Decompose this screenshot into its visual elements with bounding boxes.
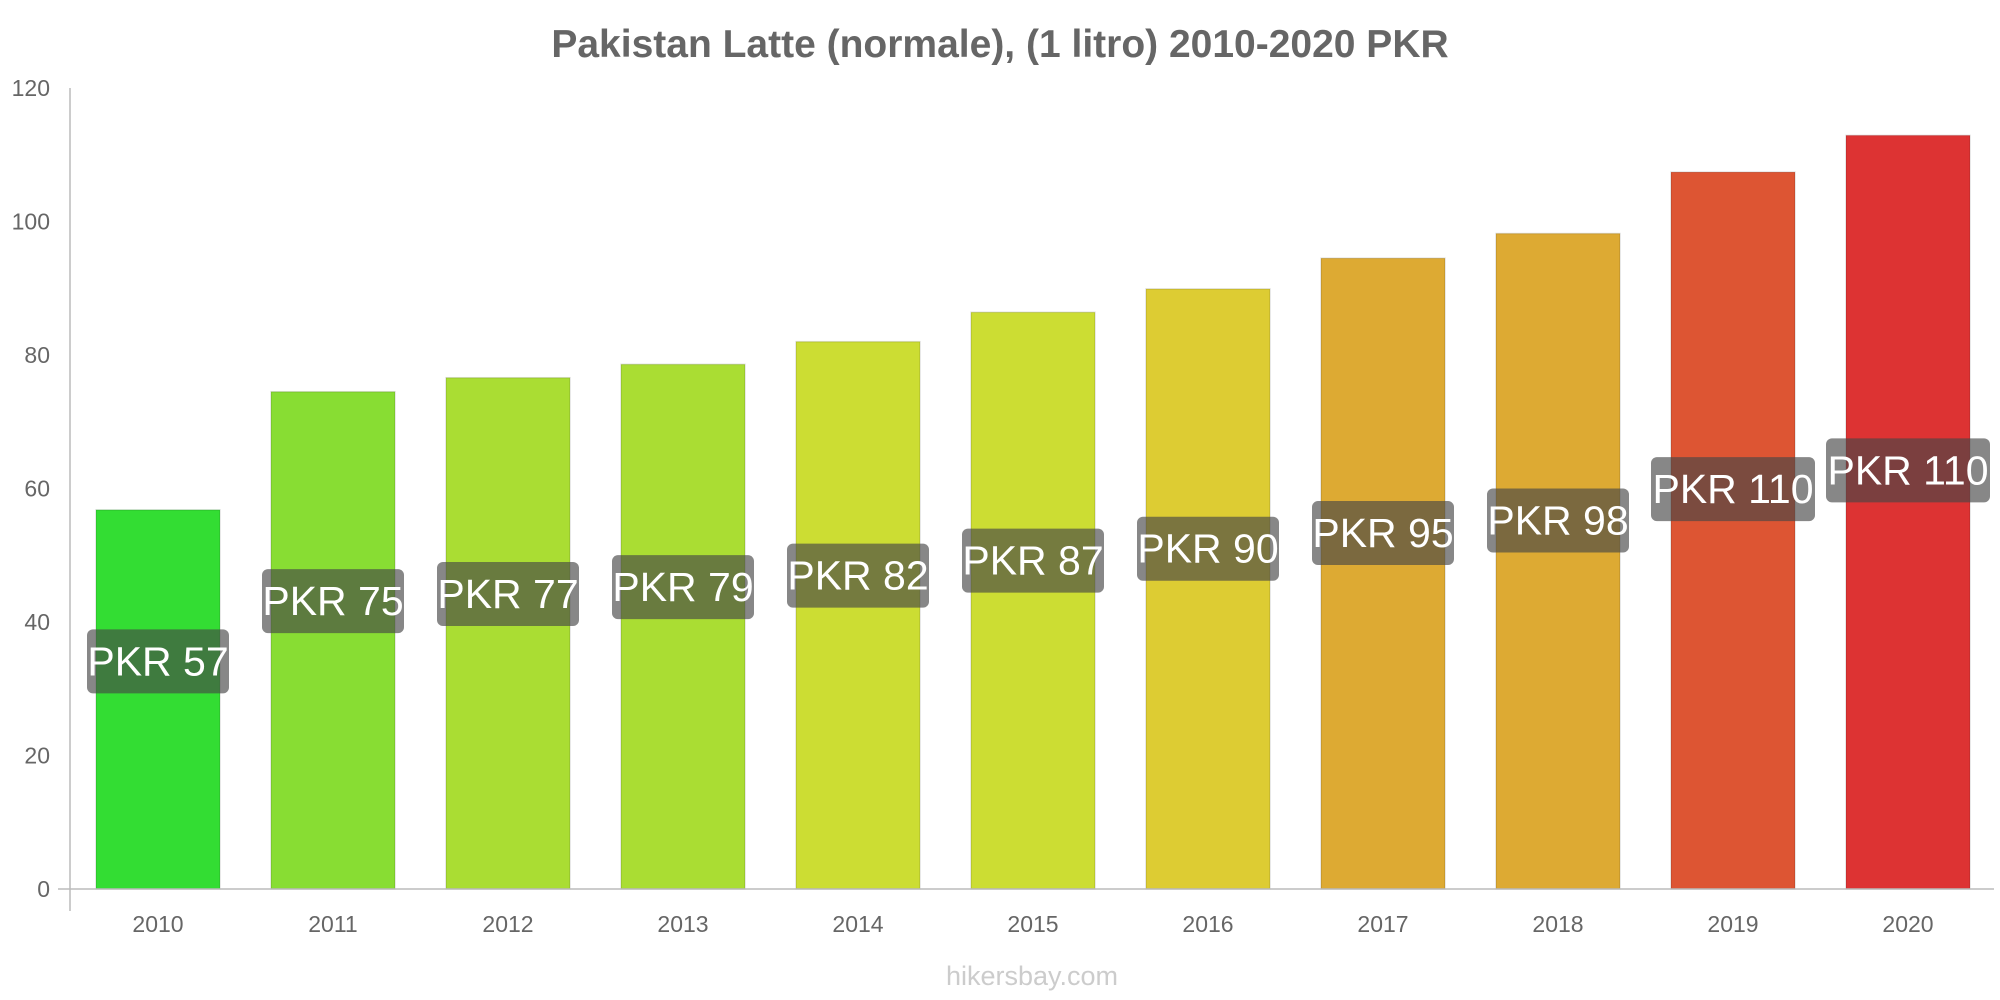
x-tick-label: 2020 [1882, 911, 1933, 937]
data-label: PKR 90 [1137, 526, 1278, 572]
data-label: PKR 110 [1652, 466, 1813, 512]
data-label-box [87, 629, 229, 694]
data-label-box [612, 555, 754, 620]
data-label: PKR 95 [1312, 510, 1453, 556]
y-tick-label: 20 [24, 743, 50, 769]
x-tick-label: 2014 [832, 911, 883, 937]
y-tick-label: 0 [37, 876, 50, 902]
bars [95, 134, 1971, 890]
y-tick-label: 60 [24, 476, 50, 502]
data-label: PKR 79 [612, 564, 753, 610]
data-labels: PKR 57 PKR 75 PKR 77 PKR 79 PKR 82 PKR 87 PKR … [87, 438, 1990, 694]
chart-title: Pakistan Latte (normale), (1 litro) 2010… [551, 23, 1448, 66]
bar-2020 [1845, 134, 1971, 890]
x-tick-label: 2016 [1182, 911, 1233, 937]
data-label-box [962, 528, 1104, 593]
bar-2012 [445, 376, 571, 890]
bar-2018 [1495, 232, 1621, 890]
data-label-box [787, 543, 929, 608]
x-tick-label: 2010 [132, 911, 183, 937]
y-tick-label: 80 [24, 342, 50, 368]
y-tick-label: 100 [12, 209, 50, 235]
bar-2013 [620, 363, 746, 890]
watermark: hikersbay.com [946, 961, 1118, 991]
x-tick-label: 2012 [482, 911, 533, 937]
bar-2014 [795, 340, 921, 890]
data-label-box [262, 569, 404, 634]
data-label-box [437, 561, 579, 626]
x-tick-label: 2017 [1357, 911, 1408, 937]
data-label: PKR 77 [437, 571, 578, 617]
x-tick-label: 2013 [657, 911, 708, 937]
data-label-box [1137, 516, 1279, 581]
data-label-box [1826, 438, 1990, 503]
data-label-box [1651, 457, 1815, 522]
x-tick-label: 2018 [1532, 911, 1583, 937]
x-axis: 2010 2011 2012 2013 2014 2015 2016 2017 2018 2019… [58, 888, 1994, 937]
data-label-box [1487, 488, 1629, 553]
y-tick-label: 40 [24, 609, 50, 635]
bar-2016 [1145, 288, 1271, 890]
x-tick-label: 2011 [308, 911, 357, 937]
bar-2010 [95, 509, 221, 890]
y-axis: 0 20 40 60 80 100 120 [12, 75, 71, 911]
data-label: PKR 57 [87, 638, 228, 684]
data-label-box [1312, 501, 1454, 566]
data-label: PKR 75 [262, 578, 403, 624]
bar-2011 [270, 390, 396, 890]
x-tick-label: 2015 [1007, 911, 1058, 937]
data-label: PKR 87 [962, 538, 1103, 584]
bar-2019 [1670, 171, 1796, 890]
data-label: PKR 110 [1827, 447, 1988, 493]
bar-2017 [1320, 257, 1446, 890]
data-label: PKR 82 [787, 553, 928, 599]
x-tick-label: 2019 [1707, 911, 1758, 937]
data-label: PKR 98 [1487, 497, 1628, 543]
y-tick-label: 120 [12, 75, 50, 101]
bar-2015 [970, 311, 1096, 890]
